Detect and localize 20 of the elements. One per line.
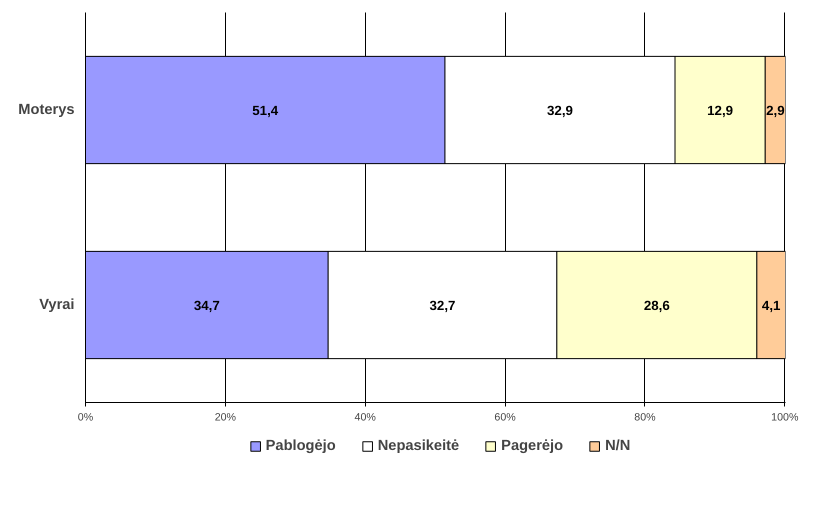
data-label: 34,7 [194,298,220,313]
x-tick-label: 80% [634,412,656,424]
y-tick-label: Moterys [18,102,75,118]
data-label: 51,4 [252,103,279,118]
legend-label: Nepasikeitė [378,438,460,454]
x-tick-label: 40% [354,412,376,424]
x-tick-label: 0% [78,412,94,424]
legend-label: Pagerėjo [501,438,564,454]
x-tick-label: 20% [214,412,237,424]
data-label: 32,7 [430,298,456,313]
legend-label: Pablogėjo [266,438,336,454]
x-tick-label: 60% [494,412,516,424]
data-label: 32,9 [547,103,573,118]
data-label: 4,1 [762,298,782,313]
legend-label: N/N [605,438,630,454]
data-label: 2,9 [766,103,785,118]
data-label: 28,6 [644,298,670,313]
y-tick-label: Vyrai [39,297,75,313]
x-tick-label: 100% [771,412,799,424]
data-label: 12,9 [707,103,734,118]
